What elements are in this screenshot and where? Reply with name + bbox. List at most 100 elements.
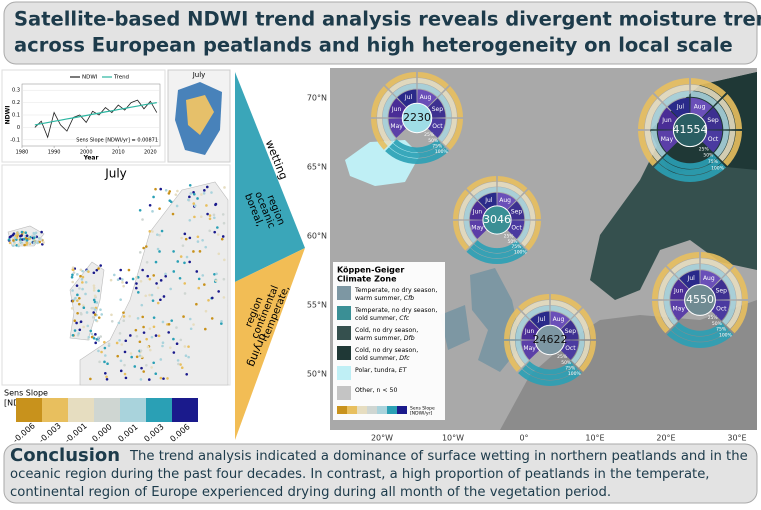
site-dot: [210, 191, 213, 194]
ring-segment: [722, 93, 742, 130]
site-dot: [138, 251, 142, 254]
site-dot: [40, 230, 43, 234]
site-dot: [93, 313, 97, 316]
site-dot: [77, 302, 81, 306]
legend-swatch: [16, 398, 42, 422]
site-dot: [168, 190, 172, 193]
ring-segment: [371, 86, 388, 118]
site-dot: [80, 312, 83, 316]
line-series: [34, 102, 157, 126]
y-tick-label: 0: [17, 125, 20, 131]
site-dot: [178, 276, 182, 280]
site-dot: [71, 280, 74, 284]
site-dot: [14, 234, 17, 238]
site-dot: [42, 241, 45, 244]
ring-segment: [658, 300, 674, 329]
x-tick-label: 2010: [112, 150, 125, 156]
site-dot: [128, 314, 131, 318]
site-dot: [222, 277, 226, 281]
ring-segment: [722, 275, 736, 300]
site-dot: [94, 333, 97, 336]
ring-segment: [718, 98, 736, 130]
ring-label: 75%: [708, 159, 719, 165]
site-dot: [97, 336, 100, 339]
site-dot: [92, 271, 96, 275]
site-dot: [139, 349, 143, 352]
site-dot: [199, 215, 203, 219]
site-dot: [216, 226, 219, 229]
legend-label: -0.001: [63, 421, 89, 444]
koppen-label: Other, n < 50: [355, 387, 397, 394]
site-dot: [175, 342, 179, 345]
site-dot: [201, 239, 204, 242]
ring-segment: [713, 130, 729, 158]
site-dot: [127, 268, 131, 272]
site-dot: [164, 272, 167, 276]
ring-segment: [393, 83, 417, 97]
site-dot: [74, 296, 77, 300]
koppen-code: Dfb: [404, 335, 415, 342]
month-segment: [560, 340, 579, 360]
legend-swatch: [367, 406, 377, 414]
site-dot: [205, 185, 209, 189]
ring-segment: [417, 72, 449, 89]
legend-swatch: [377, 406, 387, 414]
ring-segment: [664, 300, 678, 325]
ring-segment: [376, 118, 392, 146]
month-label: Sep: [565, 328, 577, 335]
site-dot: [71, 266, 75, 269]
ring-segment: [466, 247, 528, 264]
ring-segment: [522, 299, 550, 315]
site-dot: [208, 229, 211, 233]
site-dot: [183, 282, 187, 285]
site-dot: [93, 308, 97, 311]
month-segment: [521, 320, 540, 340]
conclusion-box: [3, 443, 758, 504]
month-label: Jul: [484, 197, 493, 204]
month-label: Oct: [432, 123, 443, 130]
site-dot: [78, 296, 81, 300]
site-dot: [78, 287, 81, 290]
site-dot: [25, 239, 29, 242]
ring-label: 75%: [565, 365, 576, 371]
legend-title: Sens Slope: [4, 389, 48, 398]
site-dot: [20, 230, 24, 234]
site-dot: [223, 258, 226, 262]
ring-segment: [550, 294, 582, 311]
site-dot: [73, 319, 77, 322]
inset-title: July: [192, 71, 206, 79]
month-label: Jun: [673, 288, 684, 295]
site-dot: [80, 278, 84, 281]
month-segment: [700, 270, 721, 289]
x-tick-label: 1990: [48, 150, 61, 156]
site-dot: [18, 240, 22, 244]
site-dot: [97, 349, 100, 353]
site-dot: [188, 317, 192, 321]
site-dot: [19, 238, 22, 241]
site-dot: [203, 189, 206, 192]
site-dot: [148, 327, 152, 330]
site-dot: [81, 281, 84, 284]
month-segment: [507, 201, 525, 220]
site-dot: [140, 303, 144, 307]
site-dot: [82, 306, 86, 310]
ring-label: 100%: [435, 149, 449, 155]
month-segment: [427, 98, 446, 118]
legend-swatch: [337, 406, 347, 414]
map-title: July: [104, 167, 127, 181]
site-dot: [8, 241, 12, 245]
ring-segment: [522, 365, 578, 381]
month-segment: [497, 192, 516, 210]
site-dot: [75, 321, 78, 325]
koppen-code: Cfc: [399, 315, 409, 322]
title: across European peatlands and high heter…: [14, 34, 733, 57]
ring-segment: [442, 90, 458, 118]
koppen-swatch: [337, 286, 351, 300]
ring-segment: [571, 316, 585, 340]
month-label: Jul: [404, 94, 413, 101]
month-label: Aug: [499, 197, 511, 204]
site-dot: [223, 186, 226, 189]
site-dot: [167, 331, 170, 334]
month-segment: [670, 279, 689, 300]
legend-swatch: [120, 398, 146, 422]
